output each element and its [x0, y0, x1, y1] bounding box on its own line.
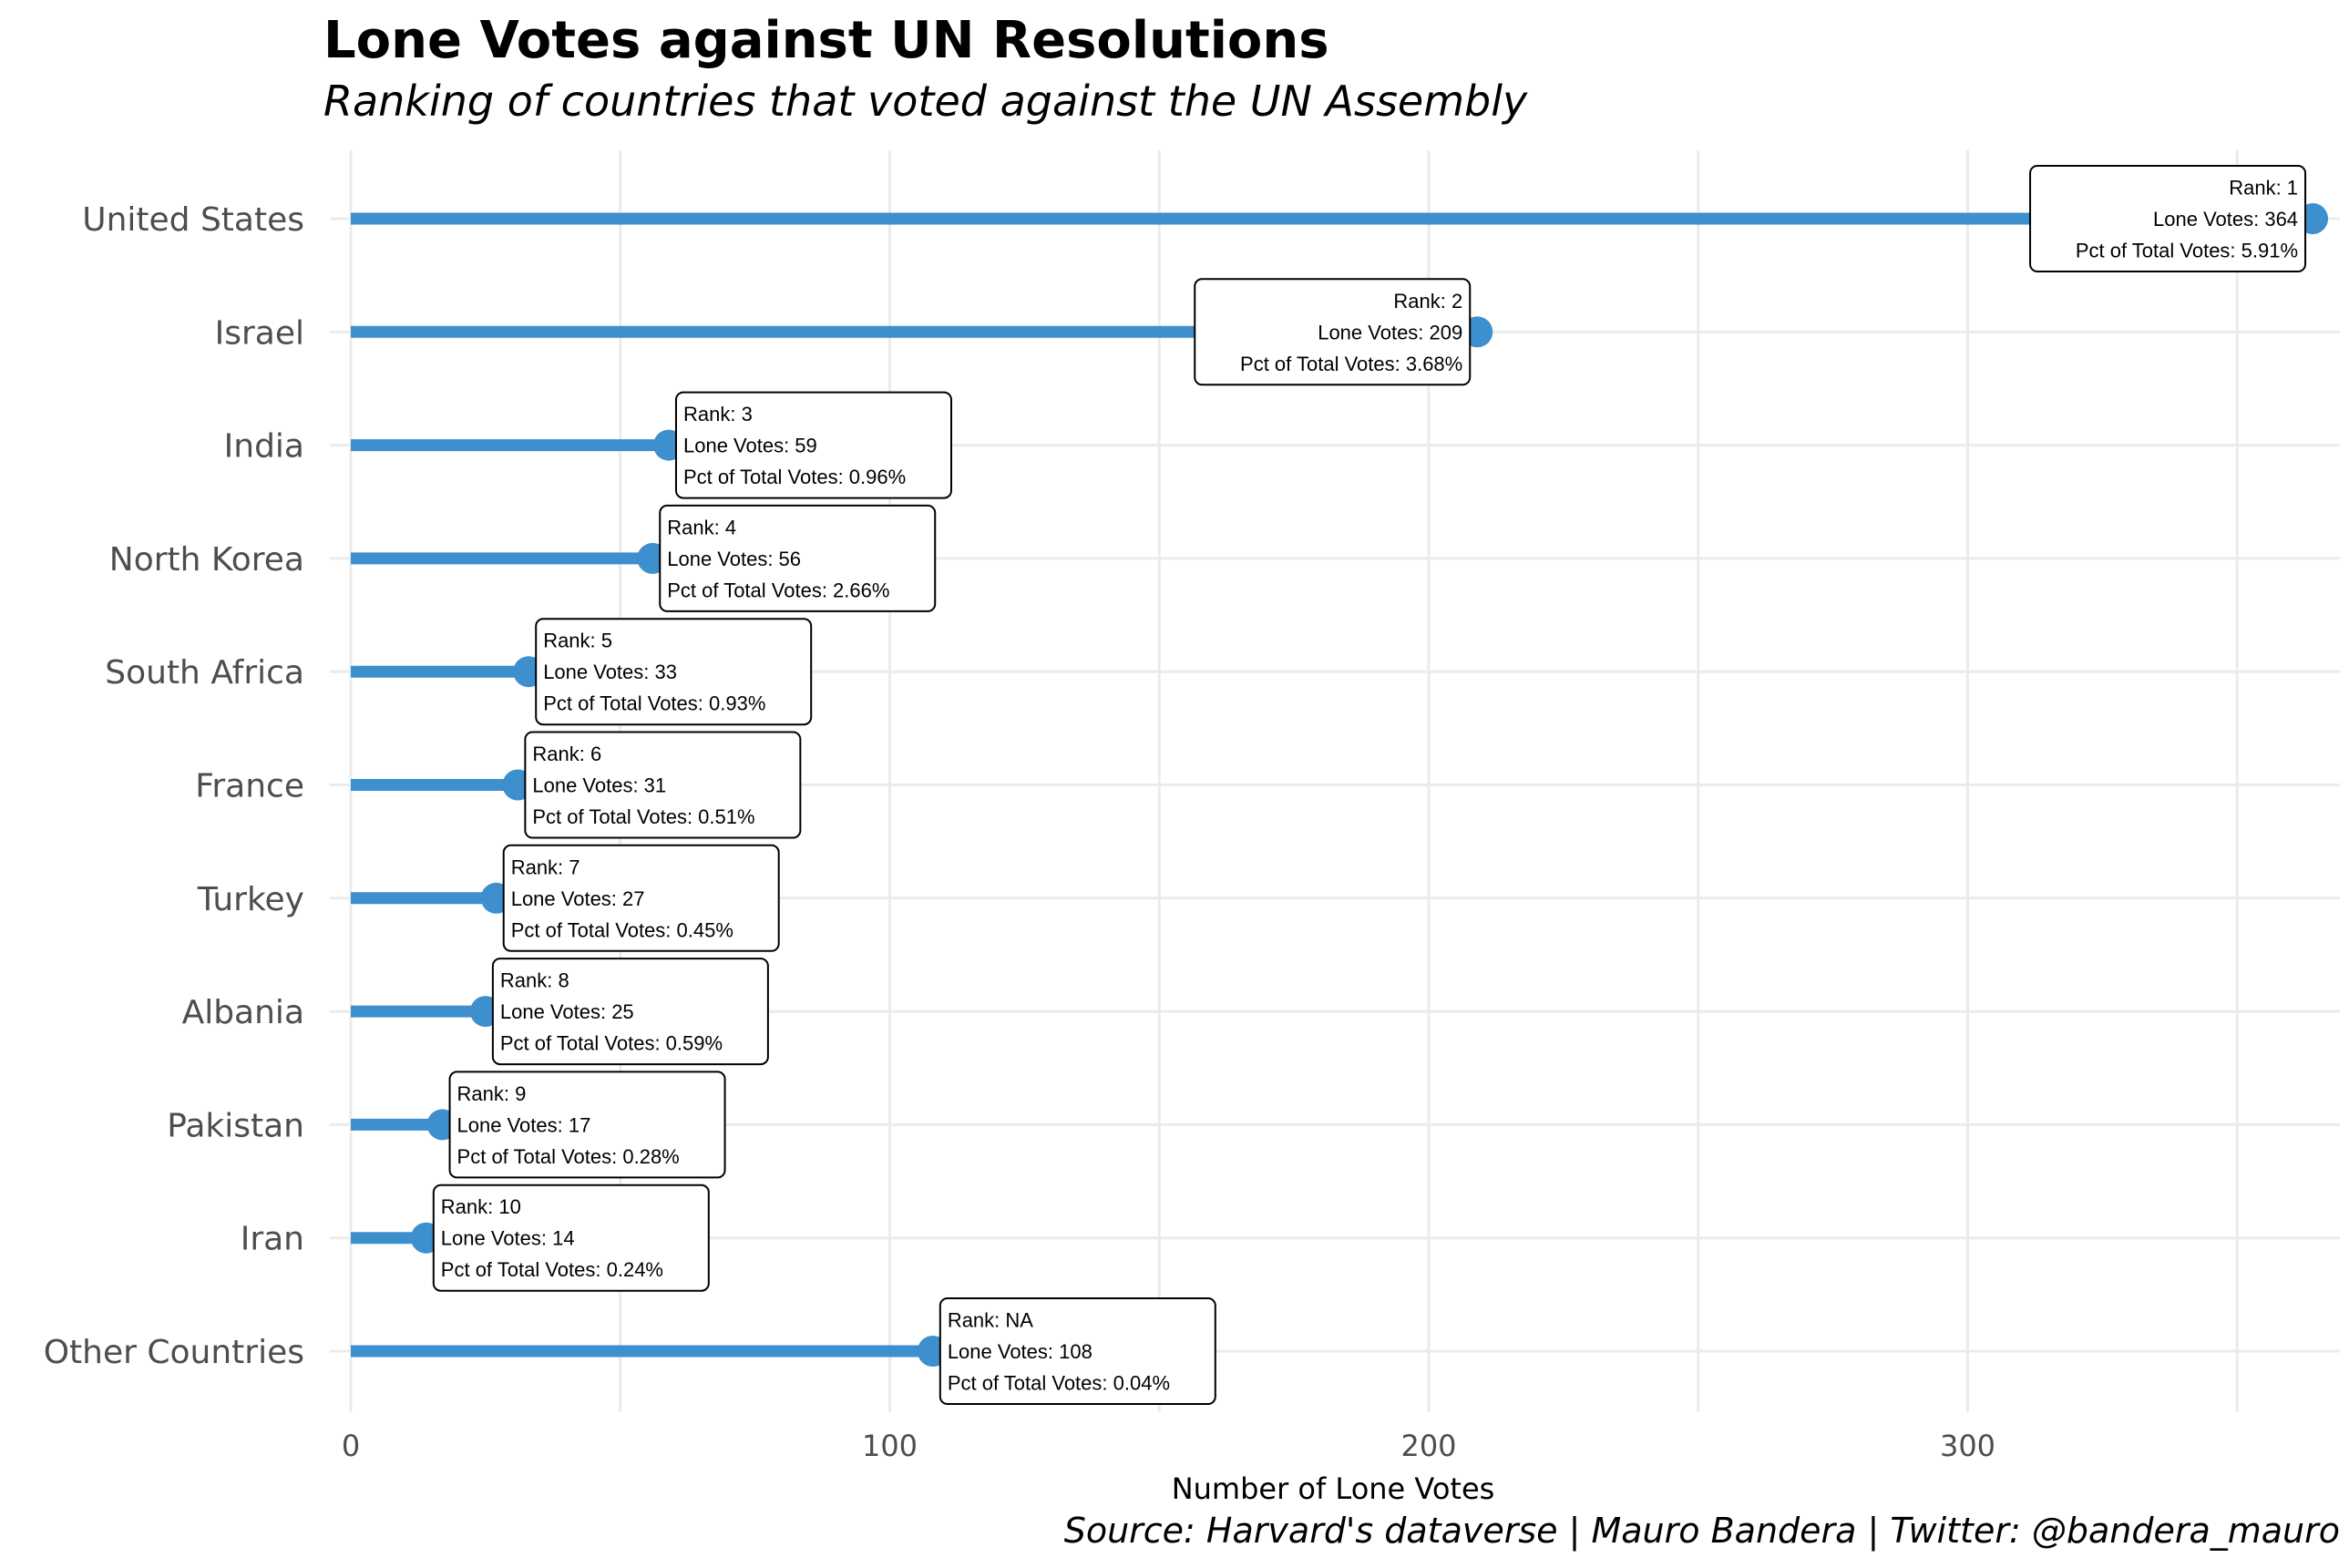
- data-label-text: Lone Votes: 364: [2153, 208, 2298, 231]
- data-label-text: Pct of Total Votes: 0.04%: [948, 1372, 1170, 1395]
- data-label-box: [535, 618, 813, 726]
- data-label-text: Rank: 6: [532, 743, 601, 765]
- data-label: Rank: 5 Lone Votes: 33 Pct of Total Votes:…: [535, 618, 813, 726]
- data-label-box: [939, 1297, 1216, 1405]
- data-label-box: [659, 504, 937, 612]
- data-label-text: Lone Votes: 59: [683, 435, 817, 457]
- x-tick-label: 300: [1940, 1429, 1995, 1463]
- data-label-text: Rank: 1: [2229, 177, 2298, 200]
- data-label-text: Rank: 7: [511, 856, 580, 878]
- y-tick-label: India: [224, 428, 304, 466]
- data-label-box: [2029, 165, 2307, 272]
- data-label-text: Pct of Total Votes: 0.96%: [683, 466, 906, 488]
- data-label: Rank: 3 Lone Votes: 59 Pct of Total Votes:…: [674, 391, 952, 499]
- data-label: Rank: 9 Lone Votes: 17 Pct of Total Votes:…: [448, 1071, 726, 1179]
- data-label-box: [502, 844, 780, 952]
- y-tick-label: Other Countries: [44, 1334, 304, 1371]
- y-tick-label: United States: [82, 201, 304, 239]
- data-label-text: Lone Votes: 209: [1318, 321, 1462, 343]
- data-label-text: Pct of Total Votes: 0.59%: [500, 1032, 723, 1055]
- data-label-text: Lone Votes: 33: [543, 661, 677, 683]
- data-label: Rank: NA Lone Votes: 108 Pct of Total Vote…: [939, 1297, 1216, 1405]
- data-label-text: Lone Votes: 27: [511, 887, 645, 910]
- data-label-box: [432, 1184, 710, 1292]
- data-label-text: Pct of Total Votes: 0.51%: [532, 805, 754, 828]
- data-label-text: Pct of Total Votes: 0.28%: [457, 1145, 680, 1168]
- data-label: Rank: 2 Lone Votes: 209 Pct of Total Votes…: [1194, 278, 1472, 386]
- chart-subtitle: Ranking of countries that voted against …: [323, 77, 1528, 126]
- data-label-text: Rank: 10: [441, 1195, 521, 1218]
- chart-caption: Source: Harvard's dataverse | Mauro Band…: [1063, 1511, 2340, 1551]
- y-tick-label: France: [195, 768, 304, 805]
- x-tick-label: 100: [862, 1429, 918, 1463]
- y-tick-label: Albania: [182, 994, 304, 1031]
- data-labels: Rank: 1 Lone Votes: 364 Pct of Total Votes…: [432, 165, 2307, 1405]
- data-label-text: Rank: NA: [948, 1309, 1033, 1332]
- data-label-box: [674, 391, 952, 499]
- data-label-text: Rank: 3: [683, 403, 753, 425]
- x-axis-title: Number of Lone Votes: [1172, 1471, 1495, 1506]
- data-label-box: [491, 958, 769, 1066]
- data-label-text: Rank: 4: [667, 516, 736, 538]
- y-axis-tick-labels: United States Israel India North Korea South…: [44, 201, 304, 1371]
- data-label-box: [448, 1071, 726, 1179]
- data-label-box: [524, 731, 802, 839]
- data-label: Rank: 8 Lone Votes: 25 Pct of Total Votes:…: [491, 958, 769, 1066]
- data-label-text: Lone Votes: 17: [457, 1113, 591, 1136]
- y-tick-label: Turkey: [197, 881, 304, 918]
- data-label-text: Rank: 9: [457, 1082, 527, 1105]
- data-label-text: Pct of Total Votes: 5.91%: [2076, 240, 2298, 262]
- data-label-text: Lone Votes: 25: [500, 1000, 634, 1023]
- data-label: Rank: 10 Lone Votes: 14 Pct of Total Votes…: [432, 1184, 710, 1292]
- data-label-box: [1194, 278, 1472, 386]
- data-label-text: Pct of Total Votes: 0.45%: [511, 918, 733, 941]
- data-label-text: Rank: 2: [1393, 290, 1462, 313]
- chart-title: Lone Votes against UN Resolutions: [323, 11, 1329, 70]
- x-tick-label: 0: [342, 1429, 360, 1463]
- data-label-text: Pct of Total Votes: 0.93%: [543, 692, 765, 715]
- data-label: Rank: 7 Lone Votes: 27 Pct of Total Votes:…: [502, 844, 780, 952]
- data-label-text: Pct of Total Votes: 0.24%: [441, 1258, 663, 1281]
- data-label: Rank: 1 Lone Votes: 364 Pct of Total Votes…: [2029, 165, 2307, 272]
- x-axis-tick-labels: 0 100 200 300: [342, 1429, 1995, 1463]
- data-label: Rank: 6 Lone Votes: 31 Pct of Total Votes:…: [524, 731, 802, 839]
- y-tick-label: Pakistan: [167, 1107, 304, 1144]
- y-tick-label: Israel: [215, 314, 304, 352]
- data-label-text: Rank: 8: [500, 969, 569, 992]
- data-label-text: Pct of Total Votes: 2.66%: [667, 579, 889, 601]
- data-label-text: Rank: 5: [543, 630, 612, 652]
- y-tick-label: Iran: [241, 1221, 304, 1258]
- data-label-text: Lone Votes: 31: [532, 774, 666, 797]
- data-label: Rank: 4 Lone Votes: 56 Pct of Total Votes:…: [659, 504, 937, 612]
- y-tick-label: North Korea: [109, 541, 304, 579]
- data-label-text: Lone Votes: 14: [441, 1227, 575, 1250]
- x-tick-label: 200: [1400, 1429, 1456, 1463]
- data-label-text: Lone Votes: 108: [948, 1340, 1092, 1363]
- y-tick-label: South Africa: [105, 654, 304, 692]
- data-label-text: Lone Votes: 56: [667, 548, 801, 570]
- data-label-text: Pct of Total Votes: 3.68%: [1240, 353, 1462, 375]
